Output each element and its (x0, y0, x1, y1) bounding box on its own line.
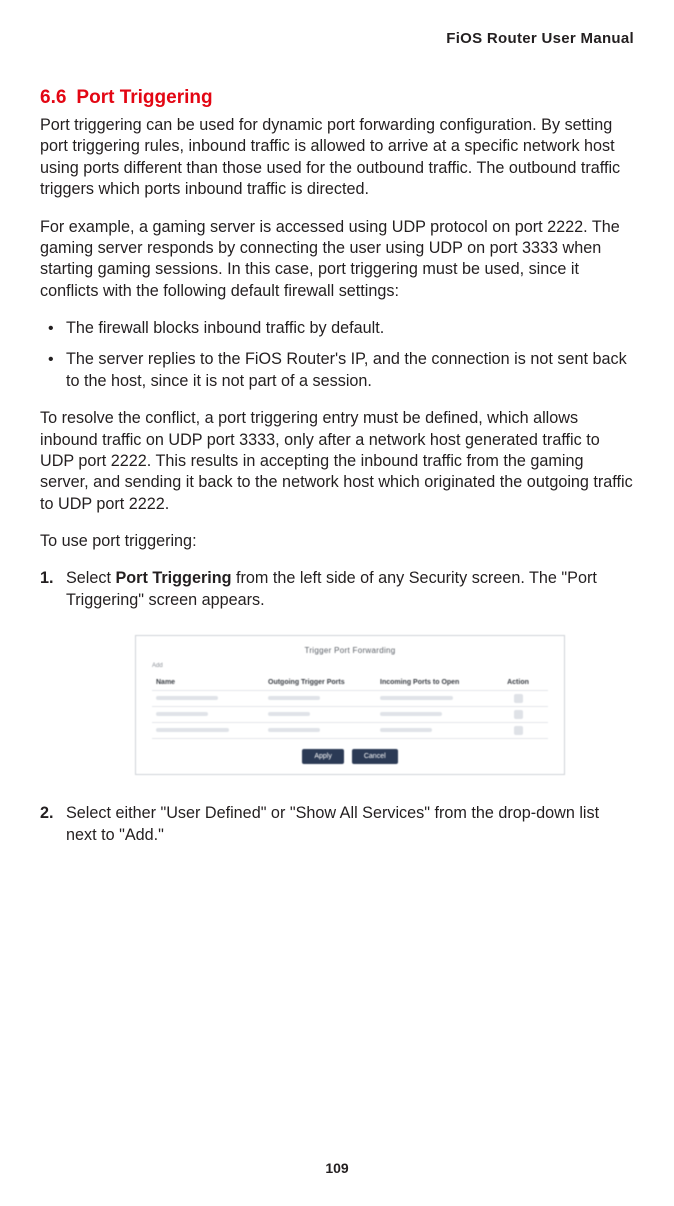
stub-icon (268, 696, 320, 700)
step-text: Select either "User Defined" or "Show Al… (66, 804, 599, 843)
step-text-bold: Port Triggering (116, 569, 232, 587)
stub-icon (514, 694, 523, 703)
page-number: 109 (0, 1160, 674, 1176)
section-number: 6.6 (40, 87, 66, 108)
stub-icon (156, 712, 208, 716)
stub-icon (380, 712, 442, 716)
figure-col-action: Action (488, 678, 548, 687)
section-heading: 6.6 Port Triggering (40, 87, 634, 109)
paragraph-use: To use port triggering: (40, 531, 634, 552)
stub-icon (514, 710, 523, 719)
figure-row (152, 723, 548, 739)
figure-col-incoming: Incoming Ports to Open (376, 678, 488, 687)
apply-button: Apply (302, 749, 344, 764)
step-2: 2. Select either "User Defined" or "Show… (40, 803, 634, 846)
page: FiOS Router User Manual 6.6 Port Triggeri… (0, 0, 674, 1206)
paragraph-example: For example, a gaming server is accessed… (40, 217, 634, 303)
step-text-pre: Select (66, 569, 116, 587)
stub-icon (268, 712, 310, 716)
paragraph-resolve: To resolve the conflict, a port triggeri… (40, 408, 634, 515)
stub-icon (156, 696, 218, 700)
bullet-item: The firewall blocks inbound traffic by d… (40, 318, 634, 339)
stub-icon (380, 696, 453, 700)
bullet-list: The firewall blocks inbound traffic by d… (40, 318, 634, 392)
stub-icon (514, 726, 523, 735)
bullet-item: The server replies to the FiOS Router's … (40, 349, 634, 392)
figure-col-name: Name (152, 678, 264, 687)
numbered-list: 1. Select Port Triggering from the left … (40, 568, 634, 846)
figure-row (152, 707, 548, 723)
figure-buttons: Apply Cancel (152, 749, 548, 764)
figure-wrap: Trigger Port Forwarding Add Name Outgoin… (66, 635, 634, 775)
cancel-button: Cancel (352, 749, 398, 764)
stub-icon (156, 728, 229, 732)
stub-icon (268, 728, 320, 732)
paragraph-intro: Port triggering can be used for dynamic … (40, 115, 634, 201)
step-number: 1. (40, 568, 54, 589)
stub-icon (380, 728, 432, 732)
section-title: Port Triggering (76, 87, 212, 108)
figure-add-label: Add (152, 663, 548, 671)
figure-title: Trigger Port Forwarding (152, 646, 548, 657)
figure-header-row: Name Outgoing Trigger Ports Incoming Por… (152, 675, 548, 691)
header-brand: FiOS Router User Manual (40, 30, 634, 47)
figure-col-outgoing: Outgoing Trigger Ports (264, 678, 376, 687)
screenshot-port-triggering: Trigger Port Forwarding Add Name Outgoin… (135, 635, 565, 775)
figure-table: Name Outgoing Trigger Ports Incoming Por… (152, 675, 548, 741)
figure-row (152, 691, 548, 707)
step-1: 1. Select Port Triggering from the left … (40, 568, 634, 775)
step-number: 2. (40, 803, 54, 824)
